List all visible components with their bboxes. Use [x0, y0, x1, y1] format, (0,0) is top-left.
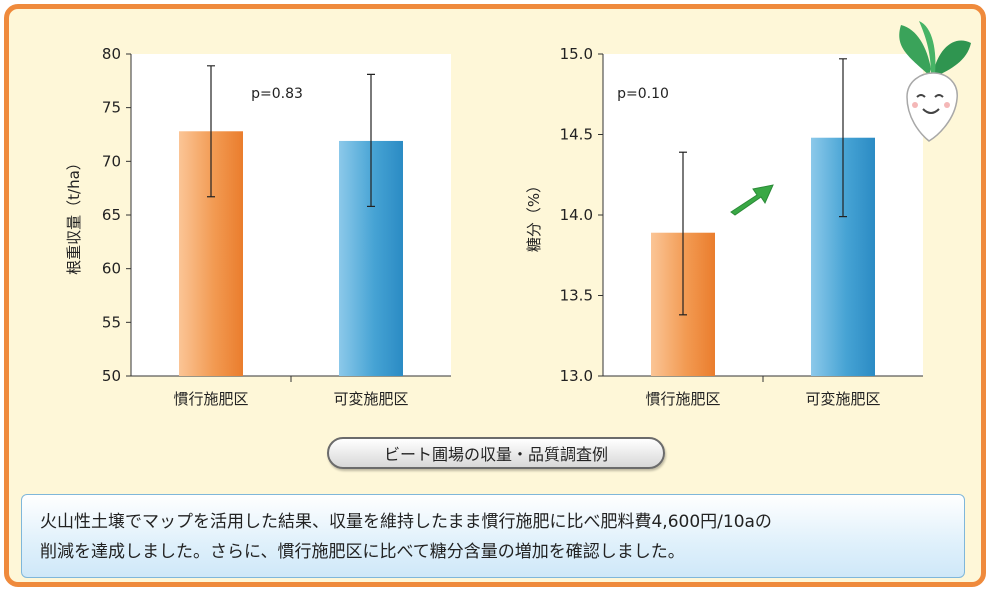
y-tick-label: 55 — [102, 313, 121, 331]
y-tick-label: 14.0 — [560, 206, 593, 224]
category-label: 慣行施肥区 — [173, 390, 248, 408]
summary-box: 火山性土壌でマップを活用した結果、収量を維持したまま慣行施肥に比べ肥料費4,60… — [21, 494, 965, 578]
y-tick-label: 15.0 — [560, 45, 593, 63]
y-tick-label: 13.0 — [560, 367, 593, 385]
category-label: 可変施肥区 — [805, 390, 880, 408]
y-axis-title: 糖分（%） — [525, 178, 543, 252]
y-tick-label: 14.5 — [560, 126, 593, 144]
y-tick-label: 60 — [102, 260, 121, 278]
y-tick-label: 70 — [102, 152, 121, 170]
category-label: 可変施肥区 — [333, 390, 408, 408]
p-value-label: p=0.10 — [617, 86, 669, 102]
up-arrow-icon — [730, 184, 774, 216]
y-tick-label: 13.5 — [560, 287, 593, 305]
y-axis-title: 根重収量（t/ha） — [65, 155, 83, 275]
charts-canvas: 50 55 60 65 70 75 80 根重収量（t/ha） 慣行施肥区 可変施肥区 p=0.83… — [65, 45, 923, 408]
caption-label: ビート圃場の収量・品質調査例 — [327, 437, 665, 469]
summary-line-2: 削減を達成しました。さらに、慣行施肥区に比べて糖分含量の増加を確認しました。 — [40, 542, 685, 562]
p-value-label: p=0.83 — [251, 86, 303, 102]
y-tick-label: 65 — [102, 206, 121, 224]
y-tick-label: 75 — [102, 99, 121, 117]
figure-frame: 50 55 60 65 70 75 80 根重収量（t/ha） 慣行施肥区 可変施肥区 p=0.83… — [4, 4, 986, 587]
beet-mascot-icon — [889, 17, 975, 151]
category-label: 慣行施肥区 — [645, 390, 720, 408]
y-tick-label: 80 — [102, 45, 121, 63]
y-tick-label: 50 — [102, 367, 121, 385]
summary-line-1: 火山性土壌でマップを活用した結果、収量を維持したまま慣行施肥に比べ肥料費4,60… — [40, 512, 772, 532]
